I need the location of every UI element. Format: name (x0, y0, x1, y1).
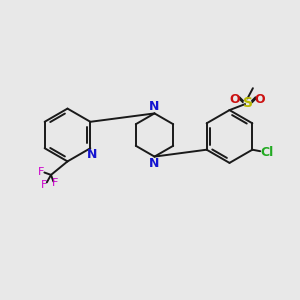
Text: O: O (230, 93, 240, 106)
Text: F: F (51, 178, 58, 188)
Text: O: O (255, 93, 266, 106)
Text: N: N (87, 148, 97, 161)
Text: N: N (149, 100, 160, 113)
Text: Cl: Cl (260, 146, 273, 159)
Text: S: S (242, 96, 253, 110)
Text: N: N (149, 157, 160, 170)
Text: F: F (38, 167, 45, 177)
Text: F: F (41, 179, 48, 190)
